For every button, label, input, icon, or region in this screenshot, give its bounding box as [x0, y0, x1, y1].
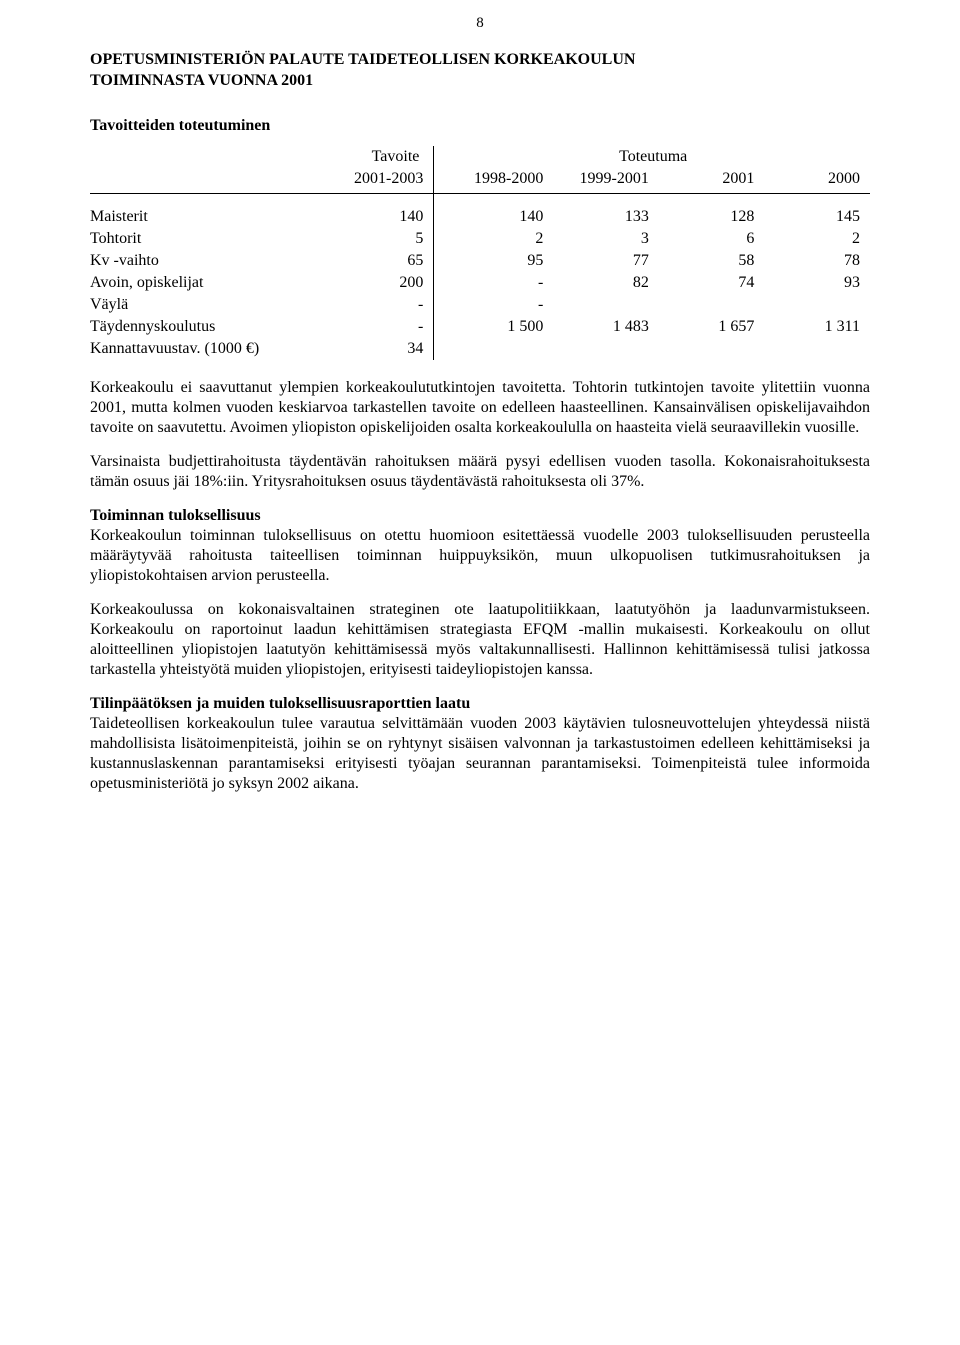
th-tavoite: Tavoite: [340, 146, 434, 168]
row-c4: 74: [659, 272, 765, 294]
row-c1: 65: [340, 250, 434, 272]
row-c2: 140: [434, 206, 553, 228]
spacer-row: [90, 193, 870, 206]
row-c5: [764, 338, 870, 360]
section-heading-tilinpaatoksen: Tilinpäätöksen ja muiden tuloksellisuusr…: [90, 694, 870, 714]
row-c2: 2: [434, 228, 553, 250]
row-c5: [764, 294, 870, 316]
title-line-2: TOIMINNASTA VUONNA 2001: [90, 72, 313, 89]
row-c3: 133: [553, 206, 659, 228]
table-row: Kannattavuustav. (1000 €) 34: [90, 338, 870, 360]
row-c2: 95: [434, 250, 553, 272]
th-2000: 2000: [764, 168, 870, 193]
data-table: Tavoite Toteutuma 2001-2003 1998-2000 19…: [90, 146, 870, 360]
row-label: Kv -vaihto: [90, 250, 340, 272]
section-heading-tuloksellisuus: Toiminnan tuloksellisuus: [90, 506, 870, 526]
row-c4: 1 657: [659, 316, 765, 338]
row-c2: -: [434, 294, 553, 316]
th-toteutuma: Toteutuma: [434, 146, 870, 168]
row-label: Avoin, opiskelijat: [90, 272, 340, 294]
row-c5: 1 311: [764, 316, 870, 338]
row-c3: [553, 338, 659, 360]
row-c1: 34: [340, 338, 434, 360]
row-c3: [553, 294, 659, 316]
row-c1: 140: [340, 206, 434, 228]
table-header-row-2: 2001-2003 1998-2000 1999-2001 2001 2000: [90, 168, 870, 193]
row-c5: 2: [764, 228, 870, 250]
table-row: Väylä - -: [90, 294, 870, 316]
row-c3: 3: [553, 228, 659, 250]
row-c3: 82: [553, 272, 659, 294]
paragraph: Korkeakoulun toiminnan tuloksellisuus on…: [90, 526, 870, 586]
page-title: OPETUSMINISTERIÖN PALAUTE TAIDETEOLLISEN…: [90, 50, 870, 92]
row-c4: 58: [659, 250, 765, 272]
paragraph: Varsinaista budjettirahoitusta täydentäv…: [90, 452, 870, 492]
row-c4: 6: [659, 228, 765, 250]
table-row: Maisterit 140 140 133 128 145: [90, 206, 870, 228]
row-label: Tohtorit: [90, 228, 340, 250]
table-row: Kv -vaihto 65 95 77 58 78: [90, 250, 870, 272]
th-1998-2000: 1998-2000: [434, 168, 553, 193]
paragraph: Korkeakoulussa on kokonaisvaltainen stra…: [90, 600, 870, 680]
table-header-row-1: Tavoite Toteutuma: [90, 146, 870, 168]
table-row: Täydennyskoulutus - 1 500 1 483 1 657 1 …: [90, 316, 870, 338]
row-c1: 5: [340, 228, 434, 250]
page: 8 OPETUSMINISTERIÖN PALAUTE TAIDETEOLLIS…: [0, 0, 960, 1345]
row-c3: 77: [553, 250, 659, 272]
row-c2: 1 500: [434, 316, 553, 338]
row-c1: 200: [340, 272, 434, 294]
row-label: Maisterit: [90, 206, 340, 228]
row-c3: 1 483: [553, 316, 659, 338]
row-label: Kannattavuustav. (1000 €): [90, 338, 340, 360]
table-row: Tohtorit 5 2 3 6 2: [90, 228, 870, 250]
page-number: 8: [476, 14, 484, 33]
row-c5: 93: [764, 272, 870, 294]
row-c1: -: [340, 294, 434, 316]
th-1999-2001: 1999-2001: [553, 168, 659, 193]
row-label: Täydennyskoulutus: [90, 316, 340, 338]
table-row: Avoin, opiskelijat 200 - 82 74 93: [90, 272, 870, 294]
row-c4: [659, 294, 765, 316]
title-line-1: OPETUSMINISTERIÖN PALAUTE TAIDETEOLLISEN…: [90, 51, 635, 68]
subtitle: Tavoitteiden toteutuminen: [90, 116, 870, 136]
row-c1: -: [340, 316, 434, 338]
row-c4: 128: [659, 206, 765, 228]
th-2001-2003: 2001-2003: [340, 168, 434, 193]
paragraph: Korkeakoulu ei saavuttanut ylempien kork…: [90, 378, 870, 438]
row-c2: -: [434, 272, 553, 294]
row-c4: [659, 338, 765, 360]
row-c5: 145: [764, 206, 870, 228]
row-label: Väylä: [90, 294, 340, 316]
row-c5: 78: [764, 250, 870, 272]
row-c2: [434, 338, 553, 360]
th-2001: 2001: [659, 168, 765, 193]
paragraph: Taideteollisen korkeakoulun tulee varaut…: [90, 714, 870, 794]
